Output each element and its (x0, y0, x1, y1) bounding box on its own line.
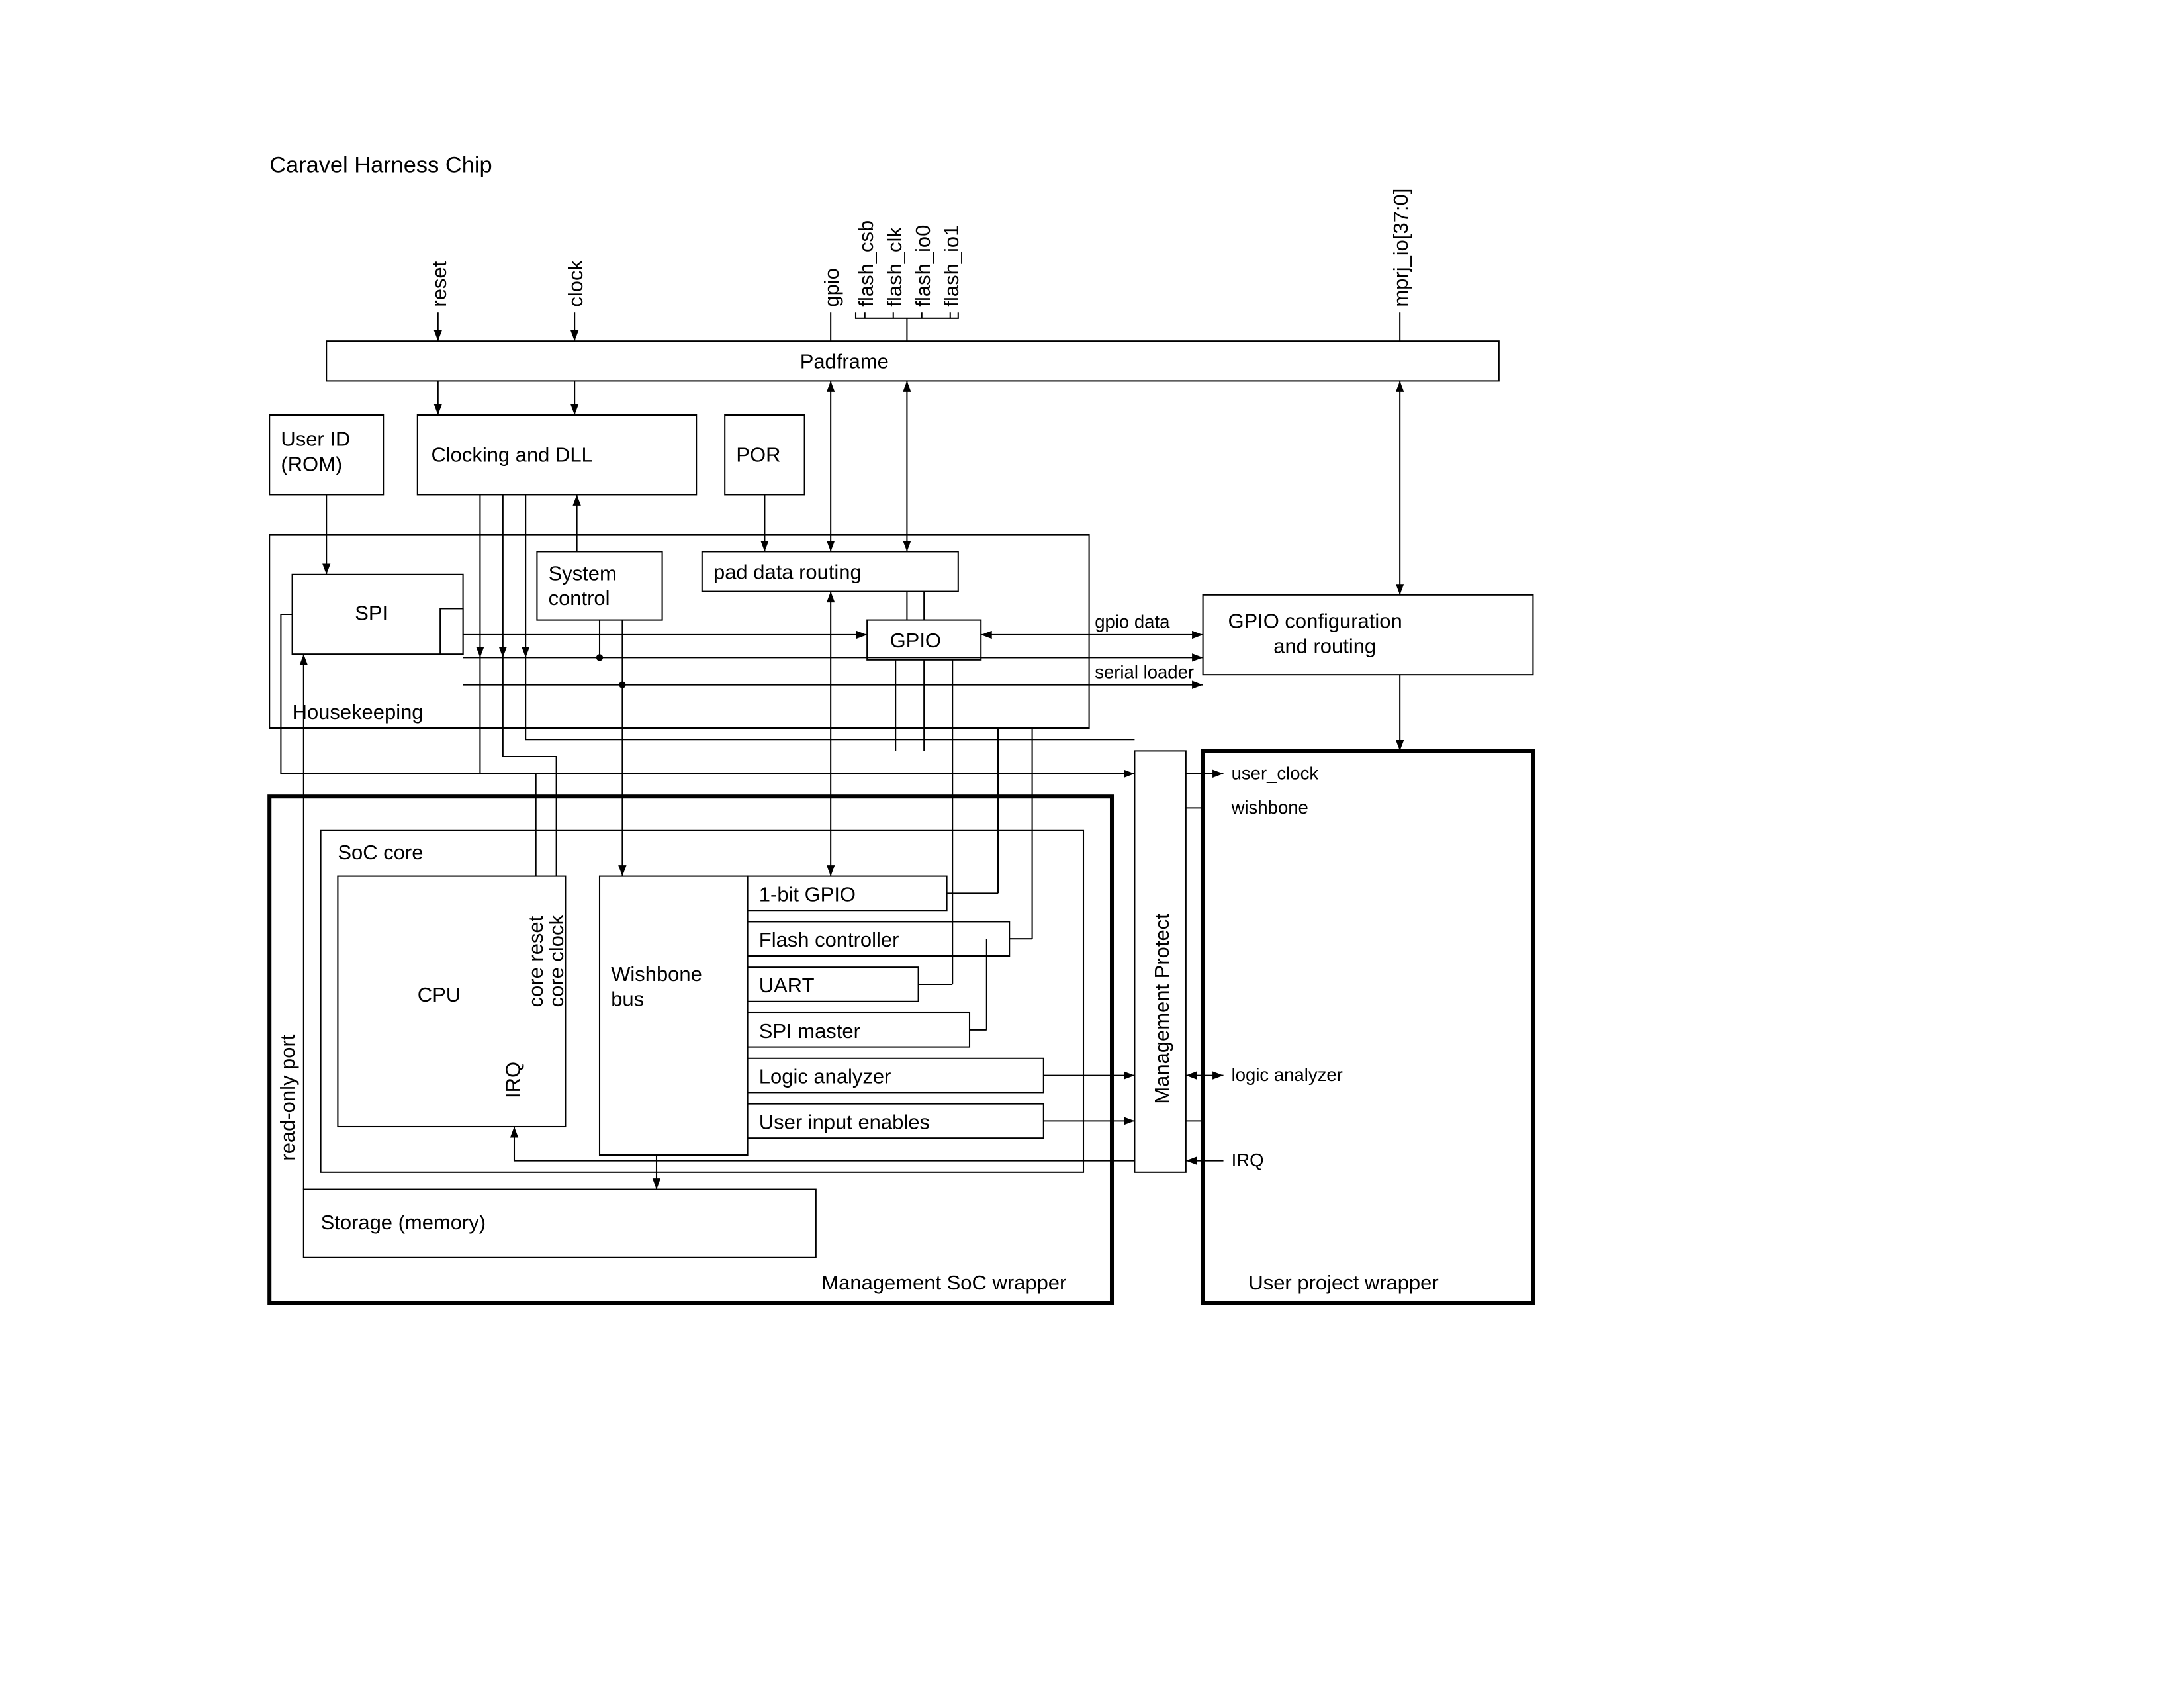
diagram-canvas: Caravel Harness Chip reset clock gpio fl… (0, 0, 2184, 1688)
label-serial-loader: serial loader (1095, 661, 1194, 682)
signal-flash-clk: flash_clk (883, 227, 906, 307)
label-padframe: Padframe (800, 350, 889, 373)
label-irq-cpu: IRQ (502, 1062, 525, 1098)
label-la-bus: logic analyzer (1232, 1064, 1343, 1085)
label-logic-ana: Logic analyzer (759, 1065, 891, 1088)
label-gpio: GPIO (890, 629, 941, 652)
signal-mprj: mprj_io[37:0] (1389, 189, 1412, 307)
block-padframe (326, 341, 1499, 381)
block-wishbone (600, 876, 748, 1155)
label-uart: UART (759, 974, 815, 997)
label-userid-2: (ROM) (281, 452, 342, 475)
label-mgmt-wrapper: Management SoC wrapper (821, 1271, 1066, 1294)
label-mgmt-protect: Management Protect (1150, 914, 1173, 1104)
label-clocking: Clocking and DLL (431, 444, 592, 467)
label-user-wrapper: User project wrapper (1248, 1271, 1438, 1294)
label-wishbone-1: Wishbone (611, 962, 702, 986)
label-syscontrol-1: System (549, 561, 617, 585)
label-gpio-data: gpio data (1095, 612, 1170, 632)
signal-flash-csb: flash_csb (854, 220, 878, 307)
label-userid-1: User ID (281, 427, 350, 450)
label-syscontrol-2: control (549, 586, 610, 610)
label-soc-core: SoC core (338, 841, 423, 864)
label-storage: Storage (memory) (321, 1211, 486, 1234)
label-gpio-conf-2: and routing (1273, 634, 1376, 657)
label-irq-bus: IRQ (1232, 1150, 1264, 1170)
top-signals: reset clock gpio flash_csb flash_clk fla… (428, 189, 1412, 307)
signal-reset: reset (428, 261, 451, 306)
label-read-only: read-only port (276, 1034, 299, 1160)
label-cpu: CPU (418, 983, 461, 1006)
block-user-wrapper (1203, 751, 1533, 1303)
label-spi: SPI (355, 602, 388, 625)
signal-gpio: gpio (820, 268, 843, 307)
label-flash-ctrl: Flash controller (759, 928, 899, 951)
label-user-clock: user_clock (1232, 763, 1319, 783)
signal-flash-io0: flash_io0 (911, 225, 934, 307)
label-gpio-conf-1: GPIO configuration (1228, 610, 1402, 633)
label-user-inp: User input enables (759, 1110, 930, 1133)
signal-clock: clock (564, 260, 587, 307)
label-wishbone-bus: wishbone (1231, 797, 1308, 818)
label-housekeeping: Housekeeping (293, 700, 424, 724)
label-core-clock: core clock (545, 915, 568, 1008)
label-spi-master: SPI master (759, 1019, 860, 1043)
signal-flash-io1: flash_io1 (940, 225, 963, 307)
label-por: POR (736, 444, 780, 467)
diagram-title: Caravel Harness Chip (269, 153, 492, 178)
label-core-reset: core reset (524, 915, 547, 1007)
label-wishbone-2: bus (611, 988, 644, 1011)
label-1bit-gpio: 1-bit GPIO (759, 882, 856, 906)
label-padrouting: pad data routing (713, 561, 862, 584)
